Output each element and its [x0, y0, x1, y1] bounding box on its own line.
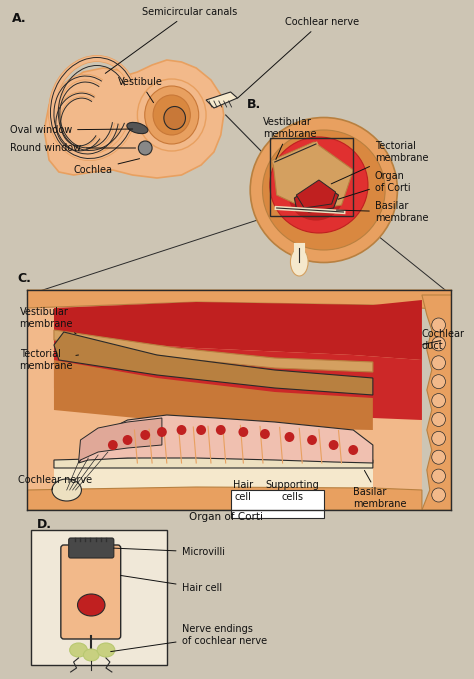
Circle shape — [140, 430, 150, 440]
Ellipse shape — [303, 195, 325, 205]
Text: Round window: Round window — [10, 143, 136, 153]
Text: A.: A. — [12, 12, 27, 25]
Circle shape — [432, 450, 446, 464]
Polygon shape — [54, 330, 373, 372]
Polygon shape — [27, 295, 422, 505]
Text: Vestibular
membrane: Vestibular membrane — [263, 117, 317, 160]
Ellipse shape — [137, 79, 206, 151]
Circle shape — [432, 469, 446, 483]
Polygon shape — [44, 60, 224, 178]
Circle shape — [307, 435, 317, 445]
Ellipse shape — [145, 86, 199, 144]
FancyBboxPatch shape — [61, 545, 121, 639]
Circle shape — [216, 425, 226, 435]
Circle shape — [238, 427, 248, 437]
Text: Semicircular canals: Semicircular canals — [105, 7, 237, 73]
Polygon shape — [422, 295, 451, 510]
Text: Oval window: Oval window — [10, 125, 133, 135]
Text: Nerve endings
of cochlear nerve: Nerve endings of cochlear nerve — [111, 624, 267, 652]
Text: B.: B. — [247, 98, 262, 111]
Text: Organ
of Corti: Organ of Corti — [338, 171, 410, 199]
Polygon shape — [273, 142, 353, 210]
Text: C.: C. — [18, 272, 32, 285]
Circle shape — [328, 440, 338, 450]
Text: Supporting
cells: Supporting cells — [265, 481, 319, 502]
Circle shape — [432, 431, 446, 445]
Polygon shape — [54, 332, 373, 395]
Circle shape — [108, 440, 118, 450]
Text: Basilar
membrane: Basilar membrane — [337, 201, 428, 223]
Ellipse shape — [270, 137, 368, 233]
Ellipse shape — [250, 117, 397, 263]
Polygon shape — [79, 415, 373, 463]
Polygon shape — [27, 290, 451, 310]
Polygon shape — [54, 300, 422, 360]
Circle shape — [284, 432, 294, 442]
Ellipse shape — [289, 170, 343, 220]
Circle shape — [123, 435, 132, 445]
Text: Basilar
membrane: Basilar membrane — [353, 471, 407, 509]
Ellipse shape — [78, 594, 105, 616]
Circle shape — [177, 425, 186, 435]
Circle shape — [432, 412, 446, 426]
Polygon shape — [54, 332, 422, 420]
Polygon shape — [54, 457, 373, 468]
Text: Tectorial
membrane: Tectorial membrane — [331, 141, 428, 184]
Text: Cochlear
duct: Cochlear duct — [422, 329, 465, 351]
Circle shape — [260, 429, 270, 439]
Text: Tectorial
membrane: Tectorial membrane — [19, 349, 79, 371]
Text: Cochlear nerve: Cochlear nerve — [18, 475, 92, 490]
FancyBboxPatch shape — [69, 538, 114, 558]
Text: Microvilli: Microvilli — [114, 547, 225, 557]
Bar — [31, 530, 167, 665]
Polygon shape — [27, 487, 422, 510]
Text: Organ of Corti: Organ of Corti — [189, 512, 263, 522]
Ellipse shape — [52, 479, 82, 501]
Circle shape — [432, 375, 446, 388]
Text: Hair cell: Hair cell — [120, 575, 222, 593]
Circle shape — [157, 427, 167, 437]
Text: Cochlea: Cochlea — [73, 159, 139, 175]
Circle shape — [432, 488, 446, 502]
Polygon shape — [294, 182, 338, 212]
Circle shape — [432, 394, 446, 407]
Circle shape — [432, 337, 446, 351]
Bar — [230, 490, 324, 518]
Circle shape — [432, 318, 446, 332]
Bar — [270, 138, 353, 216]
Text: Cochlear nerve: Cochlear nerve — [237, 17, 359, 98]
Polygon shape — [206, 92, 237, 108]
Polygon shape — [79, 418, 162, 463]
Circle shape — [138, 141, 152, 155]
Polygon shape — [54, 360, 373, 430]
Ellipse shape — [83, 649, 99, 661]
Circle shape — [348, 445, 358, 455]
Polygon shape — [54, 460, 373, 490]
Ellipse shape — [153, 95, 191, 135]
Circle shape — [196, 425, 206, 435]
Ellipse shape — [70, 643, 87, 657]
Circle shape — [432, 356, 446, 370]
Text: Hair
cell: Hair cell — [233, 481, 254, 502]
Polygon shape — [296, 180, 336, 208]
Text: Vestibule: Vestibule — [118, 77, 163, 103]
Text: D.: D. — [37, 518, 52, 531]
Ellipse shape — [291, 248, 308, 276]
Ellipse shape — [97, 643, 115, 657]
Text: Vestibular
membrane: Vestibular membrane — [19, 307, 76, 333]
Ellipse shape — [164, 107, 185, 130]
Ellipse shape — [263, 130, 385, 250]
Ellipse shape — [127, 122, 148, 134]
